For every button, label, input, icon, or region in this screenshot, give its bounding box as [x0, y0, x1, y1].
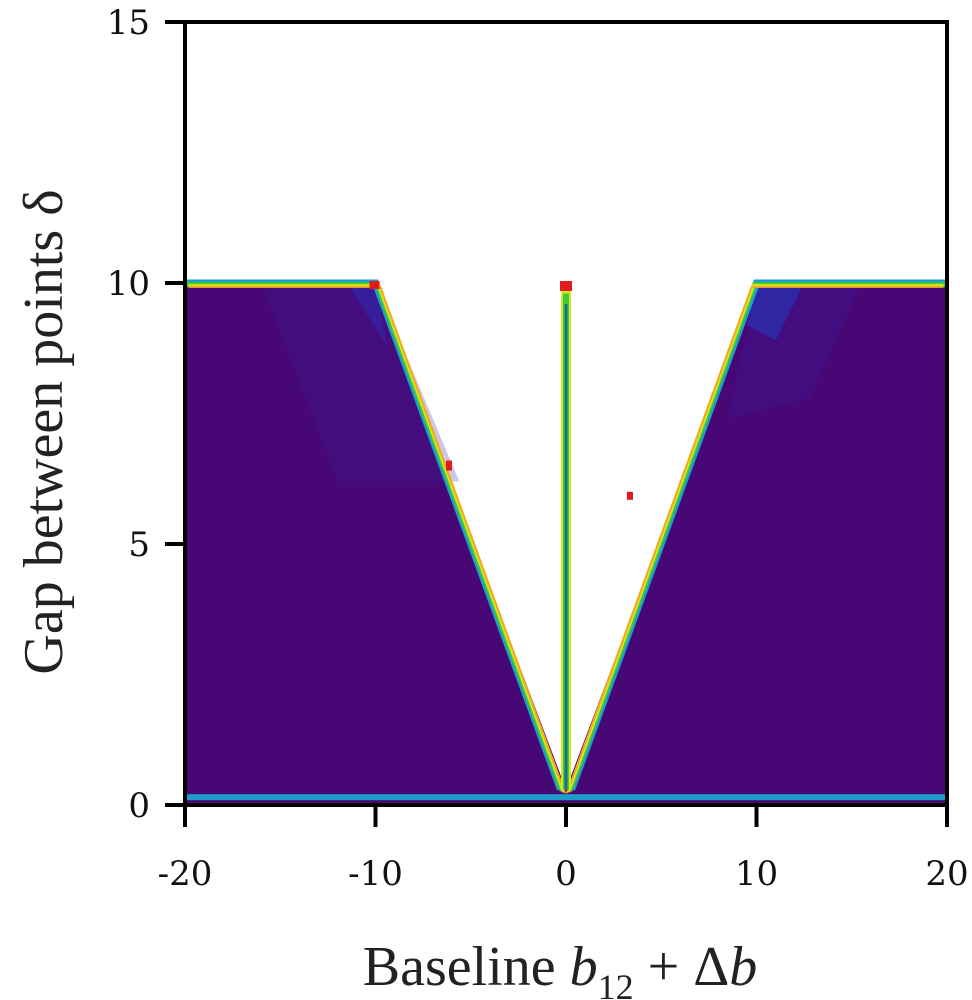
y-tick-label-1: 5 — [128, 525, 150, 565]
x-axis-title-part-4: b — [729, 936, 757, 998]
y-tick-label-2: 10 — [107, 264, 150, 304]
shading-right-inner — [746, 283, 805, 341]
x-tick-label-1: -10 — [348, 854, 403, 894]
x-tick-label-0: -20 — [158, 854, 213, 894]
x-axis-title-part-3: + Δ — [634, 936, 730, 998]
y-tick-label-0: 0 — [128, 786, 150, 826]
boundary-speck-1 — [445, 460, 452, 471]
boundary-left-3 — [189, 285, 566, 794]
y-tick-label-3: 15 — [107, 3, 150, 43]
x-axis-title-part-0: Baseline — [363, 936, 570, 998]
boundary-corner-left — [369, 281, 380, 289]
x-axis-title-part-2: 12 — [598, 967, 634, 1000]
x-axis-title-part-1: b — [570, 936, 598, 998]
x-tick-label-3: 10 — [735, 854, 778, 894]
tick-marks — [165, 20, 949, 827]
shading-left-inner — [346, 283, 387, 346]
boundary-right-3 — [566, 285, 943, 794]
filled-region — [185, 283, 947, 805]
tick-labels: -20 -10 0 10 20 0 5 10 15 — [107, 3, 969, 894]
x-tick-label-2: 0 — [555, 854, 577, 894]
center-line-top — [560, 281, 572, 291]
x-tick-label-4: 20 — [925, 854, 968, 894]
x-axis-title: Baseline b12 + Δb — [363, 936, 757, 1000]
y-axis-title: Gap between points δ — [13, 189, 75, 674]
bottom-band — [185, 794, 947, 801]
plot-area — [185, 279, 947, 805]
shading-left — [261, 283, 460, 482]
boundary-speck-2 — [626, 491, 633, 500]
